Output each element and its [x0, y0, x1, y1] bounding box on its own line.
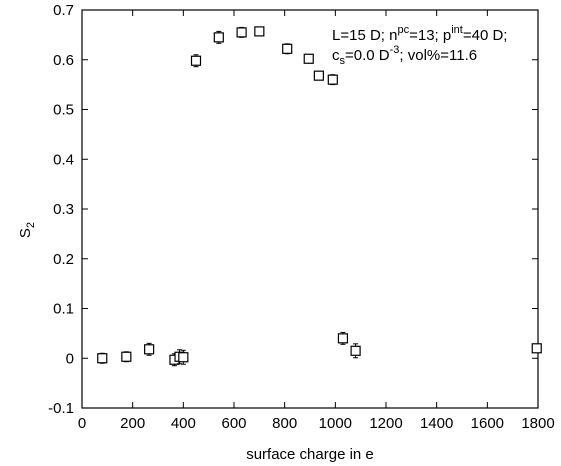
annotation: L=15 D; npc=13; pint=40 D; cs=0.0 D-3; v…: [332, 24, 507, 67]
point-marker: [97, 353, 108, 364]
data-point: [282, 43, 293, 55]
x-tick-label: 1800: [521, 415, 554, 432]
y-tick-label: 0.2: [53, 251, 74, 268]
data-point: [327, 74, 338, 86]
y-tick-label: 0.6: [53, 52, 74, 69]
y-axis-label-sub: 2: [25, 222, 37, 228]
data-point: [350, 343, 361, 359]
svg-text:S2: S2: [17, 222, 37, 238]
x-tick-label: 1200: [369, 415, 402, 432]
svg-text:cs=0.0 D-3; vol%=11.6: cs=0.0 D-3; vol%=11.6: [332, 44, 477, 67]
y-tick-label: 0.7: [53, 2, 74, 19]
data-point: [213, 30, 224, 44]
y-tick-label: 0.5: [53, 102, 74, 119]
x-tick-label: 400: [171, 415, 196, 432]
annotation-line2-a: c: [332, 47, 340, 64]
y-tick-label: -0.1: [48, 400, 74, 417]
point-marker: [337, 333, 349, 344]
data-point: [97, 352, 108, 364]
annotation-line2-b-sup: -3: [390, 44, 400, 56]
point-marker: [531, 343, 542, 354]
y-tick-label: 0.4: [53, 151, 74, 168]
point-marker: [190, 55, 202, 66]
data-point: [303, 53, 314, 64]
y-tick-label: 0.1: [53, 301, 74, 318]
point-marker: [144, 344, 155, 355]
x-tick-label: 0: [78, 415, 86, 432]
annotation-line1-c: =40 D;: [463, 27, 508, 44]
y-tick-label: 0.3: [53, 201, 74, 218]
annotation-line1-b: =13; p: [409, 27, 451, 44]
x-tick-label: 1600: [471, 415, 504, 432]
data-points: [97, 26, 542, 367]
point-marker: [282, 43, 293, 54]
svg-text:L=15 D; npc=13; pint=40 D;: L=15 D; npc=13; pint=40 D;: [332, 24, 507, 44]
x-tick-label: 1400: [420, 415, 453, 432]
point-marker: [236, 27, 247, 38]
y-axis-label-main: S: [17, 228, 34, 238]
data-point: [236, 26, 247, 38]
point-marker: [313, 70, 324, 81]
x-tick-label: 800: [272, 415, 297, 432]
annotation-line1-b-sup: int: [451, 24, 463, 36]
point-marker: [254, 26, 265, 37]
x-tick-label: 1000: [319, 415, 352, 432]
point-marker: [178, 352, 189, 363]
data-point: [178, 349, 189, 365]
annotation-line1-a-sup: pc: [397, 24, 409, 36]
data-point: [144, 342, 155, 356]
data-point: [531, 343, 542, 354]
data-point: [254, 26, 265, 37]
y-axis-label: S2: [17, 222, 37, 238]
point-marker: [121, 351, 132, 362]
x-tick-label: 600: [221, 415, 246, 432]
point-marker: [213, 32, 224, 43]
data-point: [313, 70, 324, 81]
data-point: [121, 351, 132, 363]
x-axis-ticks: 0 200 400 600 800 1000 1200 1400 1600 1800: [78, 10, 555, 432]
data-point: [190, 54, 202, 68]
point-marker: [303, 53, 314, 64]
annotation-line2-a-sub: s: [340, 55, 346, 67]
y-axis-ticks: -0.1 0 0.1 0.2 0.3 0.4 0.5 0.6 0.7: [48, 2, 538, 417]
point-marker: [350, 345, 361, 356]
point-marker: [327, 74, 338, 85]
annotation-line2-b: =0.0 D: [345, 47, 390, 64]
y-tick-label: 0: [66, 350, 74, 367]
x-tick-label: 200: [120, 415, 145, 432]
annotation-line1-a: L=15 D; n: [332, 27, 397, 44]
x-axis-label: surface charge in e: [246, 446, 374, 463]
annotation-line2-c: ; vol%=11.6: [399, 47, 477, 64]
data-point: [337, 331, 349, 345]
